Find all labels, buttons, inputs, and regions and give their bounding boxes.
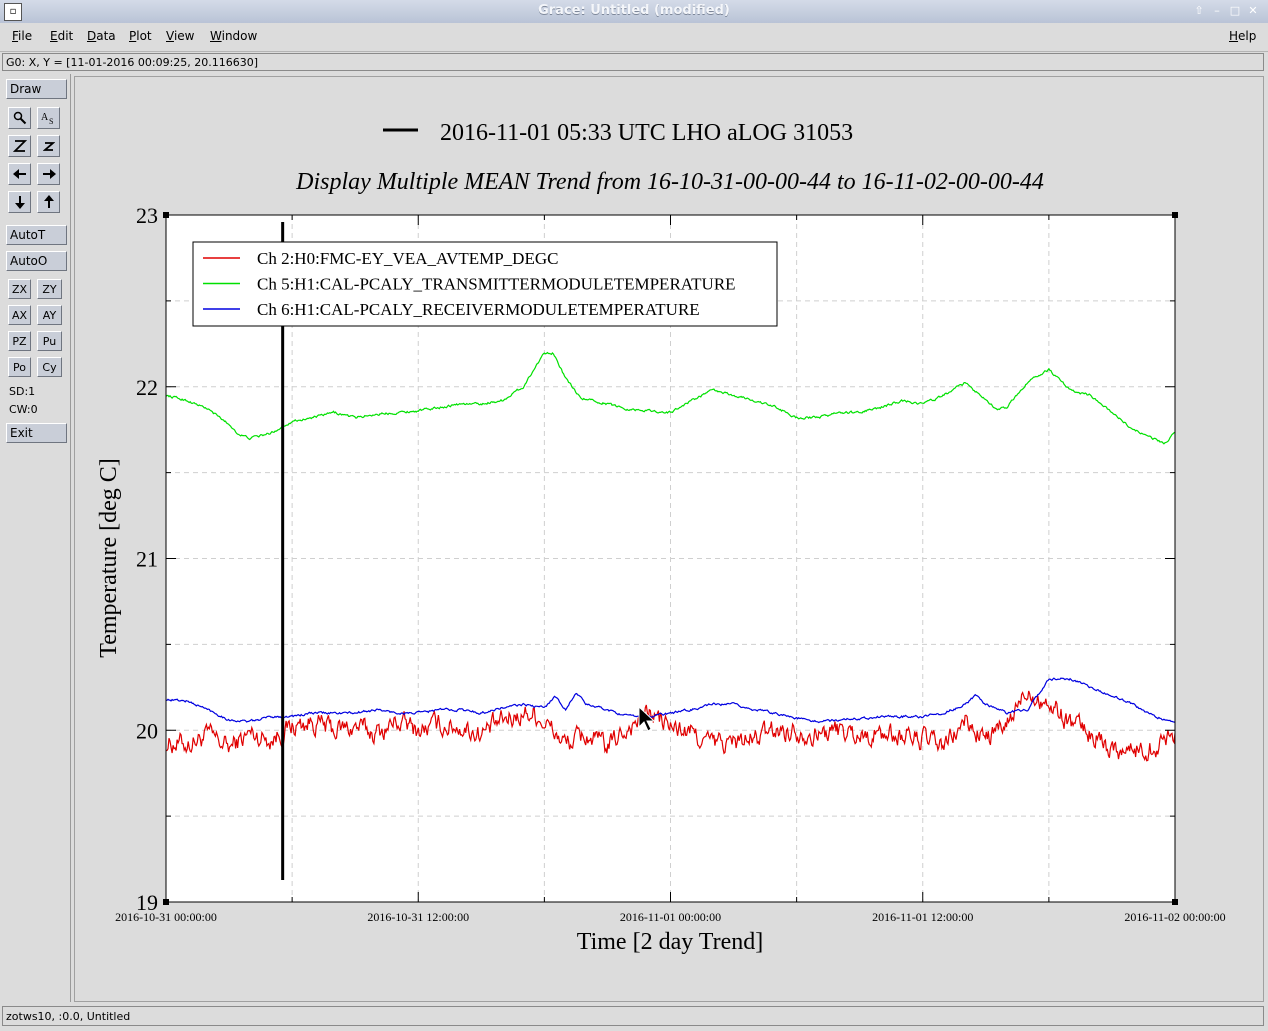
zoom-icon[interactable] <box>8 107 31 129</box>
autoo-button[interactable]: AutoO <box>6 251 67 271</box>
x-tick-label: 2016-11-01 00:00:00 <box>620 910 721 924</box>
zx-button[interactable]: ZX <box>8 279 31 299</box>
y-tick-label: 23 <box>136 203 158 228</box>
y-tick-label: 19 <box>136 890 158 915</box>
current-world-label: CW:0 <box>9 403 38 416</box>
window-close-icon[interactable]: ✕ <box>1248 4 1258 17</box>
menu-file[interactable]: File <box>12 29 33 43</box>
pz-button[interactable]: PZ <box>8 331 31 351</box>
legend-label-1: Ch 2:H0:FMC-EY_VEA_AVTEMP_DEGC <box>257 249 558 268</box>
menu-help[interactable]: Help <box>1229 29 1257 43</box>
exit-button[interactable]: Exit <box>6 423 67 443</box>
autot-button[interactable]: AutoT <box>6 225 67 245</box>
y-tick-label: 21 <box>136 547 158 572</box>
menubar: File Edit Data Plot View Window Help <box>0 23 1268 52</box>
window-titlebar[interactable]: ▫ Grace: Untitled (modified) ⇧ – □ ✕ <box>0 0 1268 24</box>
ax-button[interactable]: AX <box>8 305 31 325</box>
mouse-cursor-icon <box>638 705 656 732</box>
window-shade-icon[interactable]: ⇧ <box>1194 4 1204 17</box>
x-axis-label: Time [2 day Trend] <box>577 929 763 955</box>
locator-bar: G0: X, Y = [11-01-2016 00:09:25, 20.1166… <box>2 53 1264 71</box>
x-tick-label: 2016-10-31 12:00:00 <box>367 910 469 924</box>
status-bar: zotws10, :0.0, Untitled <box>2 1006 1264 1026</box>
ay-button[interactable]: AY <box>37 305 62 325</box>
scroll-up-icon[interactable] <box>37 191 60 213</box>
draw-button[interactable]: Draw <box>6 79 67 99</box>
svg-text:S: S <box>49 117 53 125</box>
menu-data[interactable]: Data <box>87 29 116 43</box>
menu-edit[interactable]: Edit <box>50 29 74 43</box>
y-tick-label: 22 <box>136 375 158 400</box>
series-line-2 <box>166 351 1175 445</box>
svg-text:A: A <box>41 112 49 123</box>
pu-button[interactable]: Pu <box>37 331 62 351</box>
window-minimize-icon[interactable]: – <box>1214 4 1220 17</box>
scroll-right-icon[interactable] <box>37 163 60 185</box>
zy-button[interactable]: ZY <box>37 279 62 299</box>
x-tick-label: 2016-11-01 12:00:00 <box>872 910 973 924</box>
series-line-3 <box>166 677 1175 724</box>
grid-lines <box>166 215 1175 902</box>
series-line-1 <box>166 690 1175 762</box>
plot-canvas[interactable]: 19 20 21 22 23 2016-10-31 00:00:00 2016-10-31 … <box>75 77 1263 1001</box>
legend-label-2: Ch 5:H1:CAL-PCALY_TRANSMITTERMODULETEMPE… <box>257 275 736 294</box>
menu-view[interactable]: View <box>166 29 195 43</box>
x-tick-label: 2016-10-31 00:00:00 <box>115 910 217 924</box>
set-depth-label: SD:1 <box>9 385 36 398</box>
window-maximize-icon[interactable]: □ <box>1229 4 1241 17</box>
menu-plot[interactable]: Plot <box>129 29 152 43</box>
legend-label-3: Ch 6:H1:CAL-PCALY_RECEIVERMODULETEMPERAT… <box>257 300 700 319</box>
app-icon[interactable]: ▫ <box>4 3 22 21</box>
scroll-down-icon[interactable] <box>8 191 31 213</box>
window-title: Grace: Untitled (modified) <box>538 3 730 18</box>
scroll-left-icon[interactable] <box>8 163 31 185</box>
legend[interactable]: Ch 2:H0:FMC-EY_VEA_AVTEMP_DEGC Ch 5:H1:CA… <box>192 241 778 327</box>
po-button[interactable]: Po <box>8 357 31 377</box>
zoom-shrink-icon[interactable] <box>37 135 60 157</box>
chart-title: 2016-11-01 05:33 UTC LHO aLOG 31053 <box>440 120 853 146</box>
y-tick-label: 20 <box>136 718 158 743</box>
canvas-area[interactable]: 19 20 21 22 23 2016-10-31 00:00:00 2016-10-31 … <box>74 76 1264 1002</box>
chart-subtitle: Display Multiple MEAN Trend from 16-10-3… <box>295 169 1044 195</box>
x-tick-label: 2016-11-02 00:00:00 <box>1124 910 1225 924</box>
zoom-expand-icon[interactable] <box>8 135 31 157</box>
menu-window[interactable]: Window <box>210 29 258 43</box>
legend-box <box>192 241 778 327</box>
cy-button[interactable]: Cy <box>37 357 62 377</box>
y-axis-label: Temperature [deg C] <box>96 458 122 658</box>
